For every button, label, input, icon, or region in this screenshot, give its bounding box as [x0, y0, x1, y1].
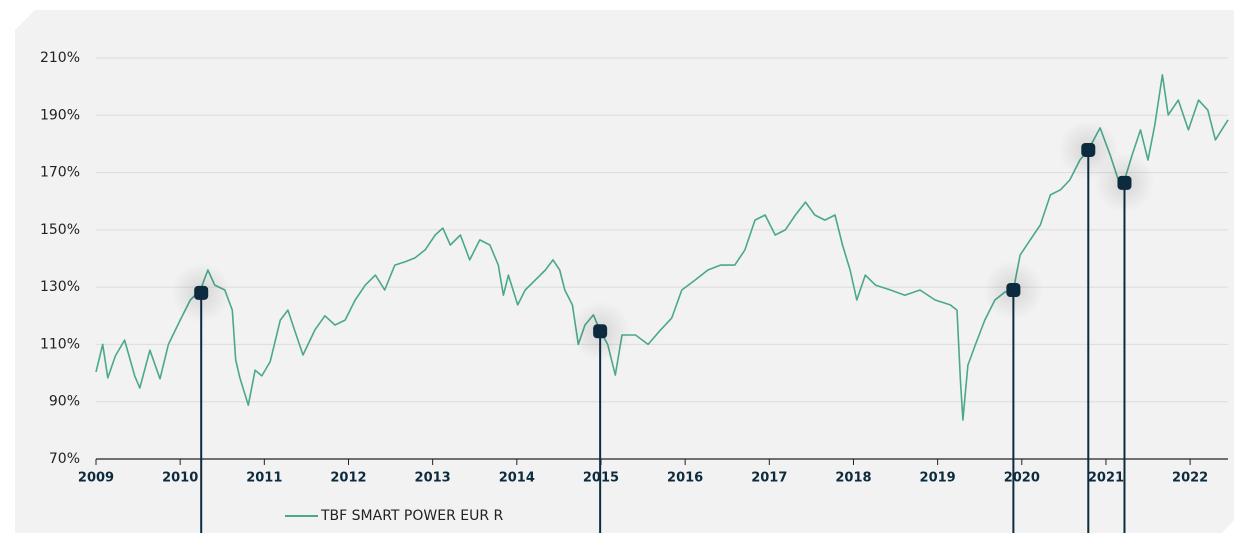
x-tick-label: 2014: [499, 471, 535, 486]
x-tick-label: 2021: [1088, 471, 1124, 486]
x-tick-label: 2019: [920, 471, 956, 486]
x-tick-label: 2012: [330, 471, 366, 486]
legend: TBF SMART POWER EUR R: [285, 508, 504, 524]
y-tick-label: 150%: [40, 222, 80, 238]
x-tick-label: 2020: [1004, 471, 1040, 486]
x-tick-label: 2018: [835, 471, 871, 486]
marker: [1006, 283, 1021, 298]
line: [95, 74, 1229, 421]
marker: [593, 324, 608, 339]
x-tick-label: 2009: [78, 471, 114, 486]
y-tick-label: 190%: [40, 107, 80, 123]
x-tick-label: 2013: [415, 471, 451, 486]
marker: [1081, 142, 1096, 157]
y-tick-label: 90%: [49, 394, 80, 410]
y-tick-label: 170%: [40, 165, 80, 181]
legend-label: TBF SMART POWER EUR R: [320, 508, 504, 524]
x-tick-label: 2011: [246, 471, 282, 486]
marker: [1117, 175, 1132, 190]
x-tick-label: 2022: [1172, 471, 1208, 486]
y-tick-label: 130%: [40, 279, 80, 295]
grid: 70% 90% 110% 130% 150% 170% 190% 210% 2009 2010 20…: [40, 50, 1228, 486]
x-tick-label: 2017: [751, 471, 787, 486]
x-tick-label: 2016: [667, 471, 703, 486]
plot: [95, 74, 1229, 533]
marker: [194, 285, 209, 300]
panel: [15, 10, 1234, 533]
y-tick-label: 70%: [49, 451, 80, 467]
y-tick-label: 110%: [40, 336, 80, 352]
x-tick-label: 2010: [162, 471, 198, 486]
y-tick-label: 210%: [40, 50, 80, 66]
